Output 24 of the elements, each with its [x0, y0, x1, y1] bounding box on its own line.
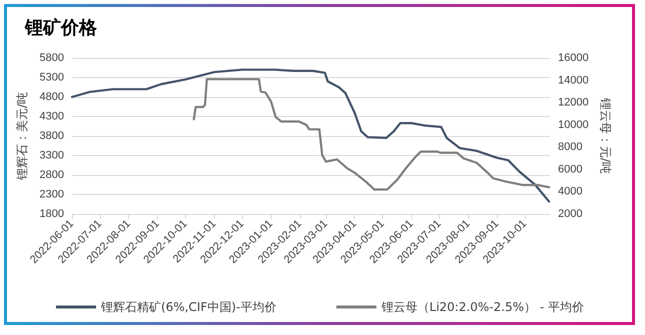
legend-label: 锂云母（Li20:2.0%-2.5%） - 平均价 [380, 300, 584, 314]
y-tick-label: 5300 [40, 72, 64, 84]
chart-title: 锂矿价格 [24, 18, 98, 38]
y2-tick-label: 16000 [558, 52, 589, 64]
y2-tick-label: 2000 [558, 208, 582, 220]
y-tick-label: 4300 [40, 110, 64, 122]
y-tick-label: 3800 [40, 130, 64, 142]
line-series [70, 68, 550, 203]
y-tick-label: 5800 [40, 52, 64, 64]
y2-tick-label: 14000 [558, 74, 589, 86]
y-tick-label: 2800 [40, 169, 64, 181]
y2-axis-title: 锂云母：元/吨 [598, 96, 612, 174]
y2-tick-label: 10000 [558, 118, 589, 131]
y2-tick-label: 12000 [558, 96, 589, 109]
line-series [192, 78, 550, 191]
legend-label: 锂辉石精矿(6%,CIF中国)-平均价 [100, 300, 276, 314]
y-tick-label: 1800 [40, 208, 64, 220]
y2-tick-label: 4000 [558, 186, 582, 198]
y-tick-label: 2300 [40, 188, 64, 200]
y-axis-title: 锂辉石：美元/吨 [15, 92, 29, 182]
y2-tick-label: 6000 [558, 163, 582, 176]
y-tick-label: 4800 [40, 91, 64, 103]
y-tick-label: 3300 [40, 150, 64, 162]
y2-tick-label: 8000 [558, 141, 582, 154]
